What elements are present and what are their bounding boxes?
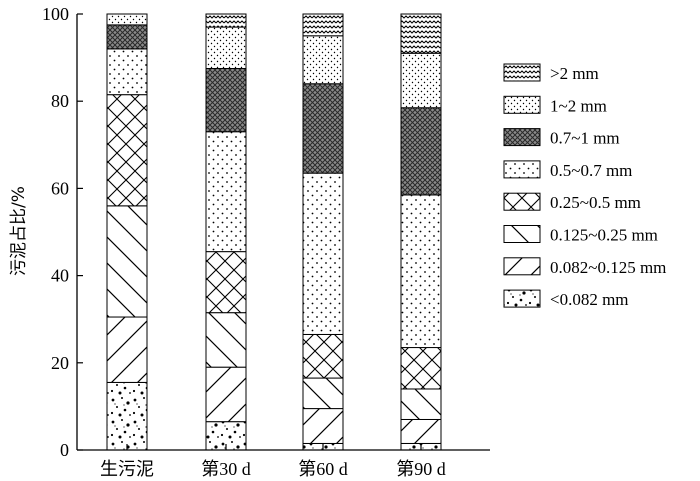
y-tick-label: 20 — [51, 353, 69, 373]
bar-segment — [400, 347, 442, 390]
bar-segment — [205, 13, 247, 28]
bar-segment — [302, 377, 344, 410]
bar-segment — [400, 13, 442, 54]
bar-segment — [302, 408, 344, 444]
legend: >2 mm 1~2 mm 0.7~1 mm 0.5~0.7 mm 0.25~0.5 mm… — [503, 63, 666, 309]
legend-label: 0.125~0.25 mm — [550, 226, 658, 245]
bar-segment — [106, 381, 148, 451]
y-axis-label: 污泥占比/% — [9, 186, 29, 276]
y-tick-label: 100 — [42, 4, 69, 24]
x-tick-label: 第60 d — [298, 459, 348, 479]
x-axis: 生污泥 第30 d 第60 d 第90 d — [77, 444, 490, 479]
bar-segment — [400, 194, 442, 349]
legend-swatch — [503, 289, 541, 308]
bar-segment — [106, 13, 148, 26]
bar-segment — [106, 24, 148, 50]
bar-segment — [106, 48, 148, 96]
bar-segment — [400, 107, 442, 196]
legend-swatch — [503, 95, 541, 114]
legend-label: 0.25~0.5 mm — [550, 193, 641, 212]
legend-swatch — [503, 63, 541, 82]
bar-segment — [205, 312, 247, 368]
bar-segment — [205, 68, 247, 133]
bar-segment — [106, 94, 148, 207]
legend-swatch — [503, 160, 541, 179]
bar-segment — [106, 205, 148, 318]
legend-swatch — [503, 257, 541, 276]
x-tick-label: 第90 d — [396, 459, 446, 479]
legend-label: 0.7~1 mm — [550, 129, 620, 148]
bar-segment — [302, 172, 344, 335]
legend-label: >2 mm — [550, 64, 599, 83]
legend-swatch — [503, 128, 541, 147]
bar-segment — [205, 131, 247, 253]
bar-segment — [205, 251, 247, 314]
bars-group — [106, 13, 442, 451]
x-tick-label: 第30 d — [201, 459, 251, 479]
y-tick-label: 40 — [51, 266, 69, 286]
legend-swatch — [503, 225, 541, 243]
bar-segment — [302, 35, 344, 85]
legend-label: <0.082 mm — [550, 290, 629, 309]
bar-segment — [205, 366, 247, 423]
y-tick-label: 60 — [51, 178, 69, 198]
bar-segment — [302, 333, 344, 379]
y-tick-label: 80 — [51, 91, 69, 111]
bar-segment — [302, 13, 344, 37]
bar-segment — [400, 52, 442, 109]
legend-label: 1~2 mm — [550, 96, 607, 115]
legend-swatch — [503, 192, 541, 211]
y-axis: 0 20 40 60 80 100 — [42, 4, 83, 460]
bar-segment — [400, 388, 442, 420]
y-tick-label: 0 — [60, 440, 69, 460]
legend-label: 0.5~0.7 mm — [550, 161, 632, 180]
bar-segment — [205, 26, 247, 69]
x-tick-label: 生污泥 — [100, 459, 154, 479]
bar-segment — [302, 83, 344, 174]
bar-segment — [106, 316, 148, 383]
bar-segment — [400, 418, 442, 444]
legend-label: 0.082~0.125 mm — [550, 258, 666, 277]
